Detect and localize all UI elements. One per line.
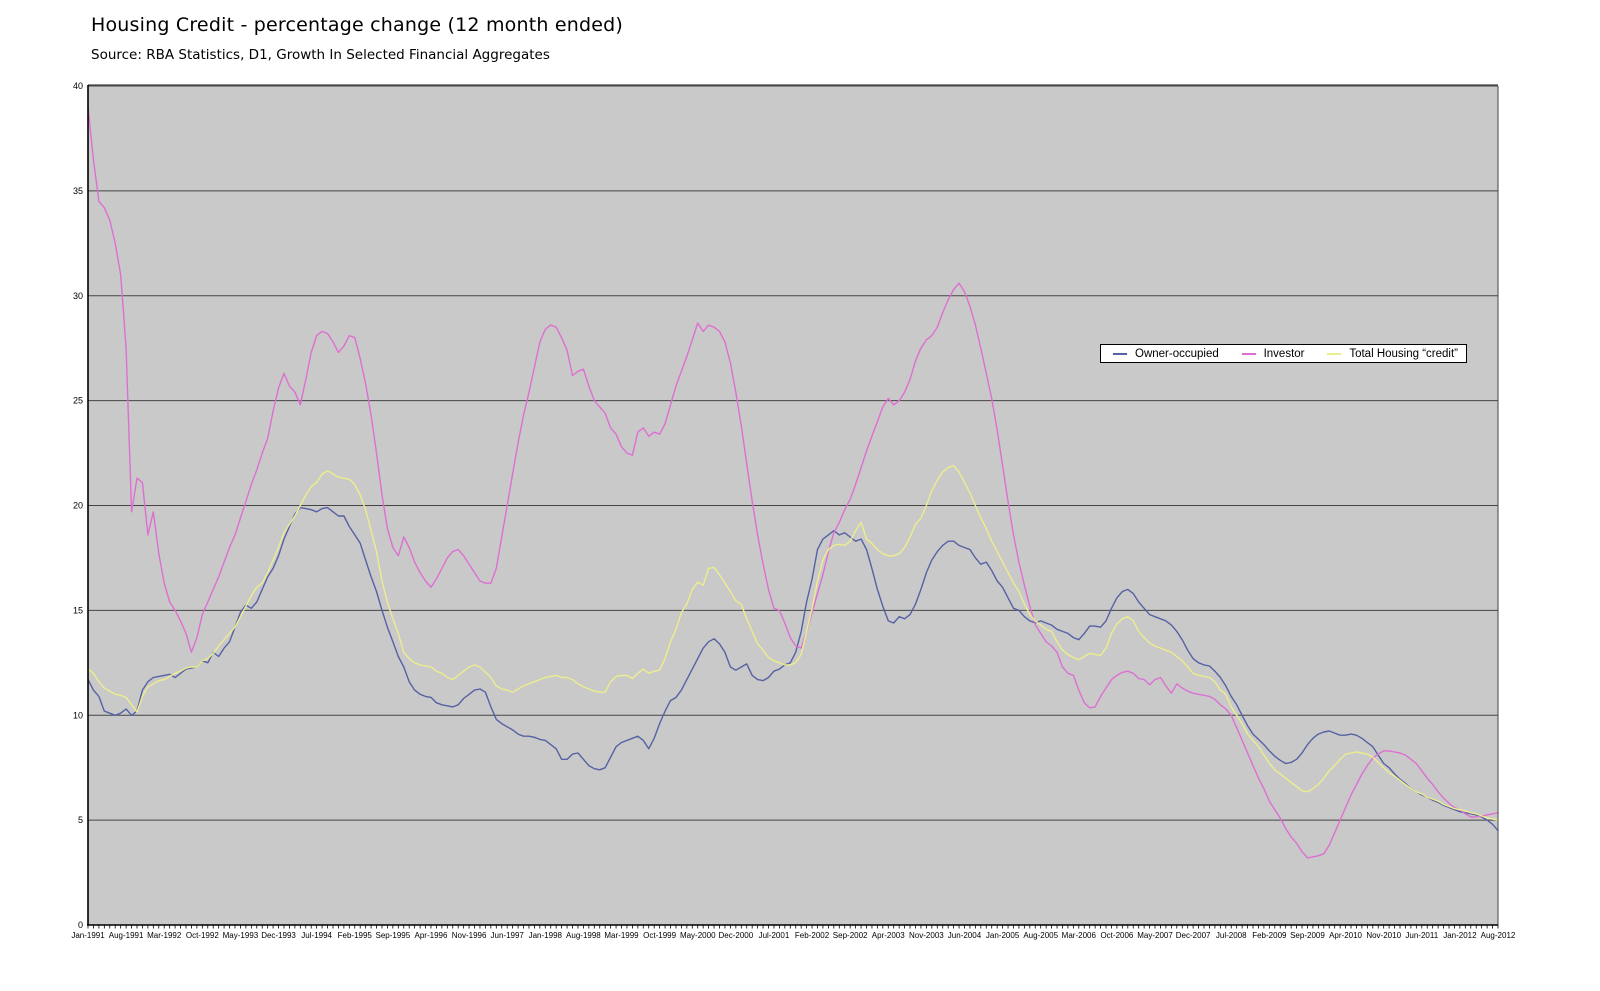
y-tick-label: 25 [73,396,83,406]
x-tick-label: May-2007 [1137,931,1173,940]
x-tick-label: Dec-1993 [261,931,296,940]
x-tick-label: Jan-2005 [986,931,1020,940]
x-tick-label: Sep-2009 [1290,931,1325,940]
total-housing-line-swatch-icon [1327,352,1342,355]
x-tick-label: Jan-1998 [529,931,563,940]
investor-line-swatch-icon [1241,352,1256,355]
x-tick-label: Aug-1991 [109,931,144,940]
x-tick-label: Dec-2000 [718,931,753,940]
series-line-total-housing-credit- [87,464,1499,821]
x-tick-label: Jan-2012 [1443,931,1477,940]
x-tick-label: Feb-2009 [1252,931,1287,940]
legend-entry-investor: Investor [1241,347,1305,360]
legend-label-owner-occupied: Owner-occupied [1135,347,1219,360]
x-tick-label: Apr-1996 [415,931,448,940]
y-gridlines [88,85,1498,821]
x-tick-label: Jun-2004 [948,931,982,940]
x-tick-label: Apr-2003 [872,931,905,940]
x-tick-label: Jun-1997 [491,931,525,940]
x-tick-label: Feb-2002 [795,931,830,940]
x-tick-label: Sep-2002 [833,931,868,940]
y-tick-labels: 0 5 10 15 20 25 30 35 40 [73,81,83,930]
x-tick-label: Oct-2006 [1100,931,1133,940]
x-tick-label: May-2000 [680,931,716,940]
x-tick-label: May-1993 [223,931,259,940]
x-tick-labels: Jan-1991 Aug-1991 Mar-1992 Oct-1992 May-1993… [71,931,1516,940]
x-tick-label: Mar-1992 [147,931,182,940]
chart-source: Source: RBA Statistics, D1, Growth In Se… [91,47,550,63]
chart-legend: Owner-occupied Investor Total Housing “c… [1100,344,1467,363]
x-tick-label: Feb-1995 [338,931,373,940]
x-tick-label: Jul-1994 [301,931,332,940]
x-tick-label: Mar-2006 [1062,931,1097,940]
x-tick-label: Dec-2007 [1176,931,1211,940]
y-tick-label: 10 [73,710,83,720]
x-tick-label: Oct-1999 [643,931,676,940]
y-tick-label: 20 [73,501,83,511]
x-tick-label: Oct-1992 [186,931,219,940]
x-tick-label: Jul-2008 [1216,931,1247,940]
series-line-owner-occupied [87,506,1499,832]
owner-occupied-line-swatch-icon [1113,352,1127,355]
x-tick-label: Mar-1999 [604,931,639,940]
x-tick-label: Aug-1998 [566,931,601,940]
y-tick-label: 0 [78,920,83,930]
y-tick-label: 40 [73,81,83,91]
x-tick-label: Aug-2012 [1481,931,1516,940]
chart-title: Housing Credit - percentage change (12 m… [91,14,624,36]
legend-label-total-housing: Total Housing “credit” [1349,347,1458,360]
y-tick-label: 30 [73,291,83,301]
x-tick-label: Nov-2010 [1366,931,1401,940]
y-tick-label: 5 [78,815,83,825]
y-tick-label: 15 [73,605,83,615]
x-tick-label: Apr-2010 [1329,931,1362,940]
y-tick-label: 35 [73,186,83,196]
x-tick-label: Jun-2011 [1405,931,1438,940]
legend-entry-owner-occupied: Owner-occupied [1113,348,1219,360]
x-tick-label: Jan-1991 [71,931,105,940]
series-line-investor [87,106,1499,859]
x-tick-label: Sep-1995 [376,931,411,940]
x-tick-label: Aug-2005 [1023,931,1058,940]
x-tick-label: Nov-1996 [452,931,487,940]
x-tick-label: Nov-2003 [909,931,944,940]
legend-entry-total-housing: Total Housing “credit” [1327,348,1458,360]
legend-label-investor: Investor [1263,347,1305,360]
x-tick-label: Jul-2001 [759,931,790,940]
